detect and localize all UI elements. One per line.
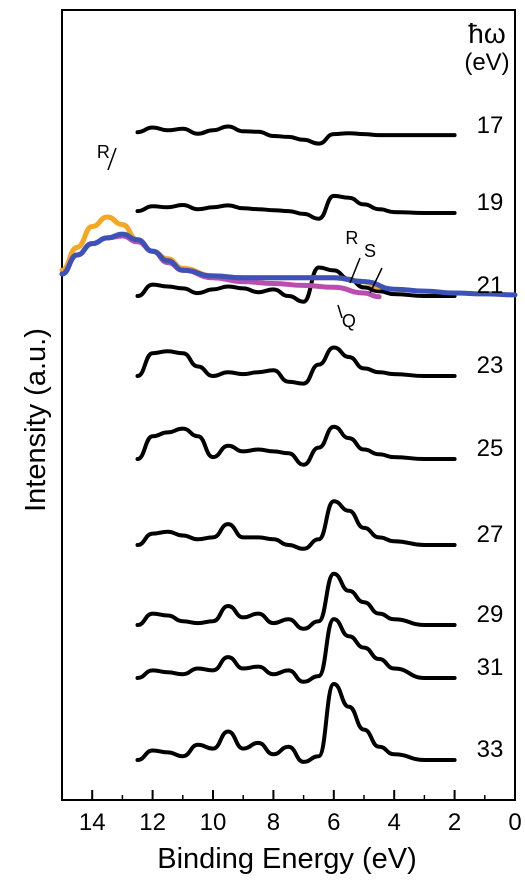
spectrum-line-29 [135,571,457,631]
spectrum-line-31 [135,617,457,684]
photon-energy-label: 17 [477,112,504,139]
annotation-S: S [364,241,376,261]
x-axis-label: Binding Energy (eV) [157,843,417,875]
spectrum-line-17 [135,124,457,146]
x-axis-ticks: 14 12 10 8 6 4 2 0 [61,790,522,836]
x-tick-label: 10 [200,809,227,836]
annotation-arrow [337,304,343,319]
photon-energy-label: 21 [477,272,504,299]
spectrum-line-23 [135,345,457,386]
photon-energy-label: 23 [477,352,504,379]
photon-energy-label: 29 [477,601,504,628]
spectrum-line-25 [135,424,457,467]
series-labels: 17 19 21 23 25 27 29 31 33 [477,112,504,763]
spectrum-line-27 [135,499,457,551]
x-tick-label: 6 [327,809,340,836]
spectrum-line-19 [135,193,457,221]
legend-title-hw: ħω [468,18,505,49]
photon-energy-label: 33 [477,736,504,763]
annotation-Q: Q [342,311,356,331]
x-tick-label: 8 [267,809,280,836]
legend-title-unit: (eV) [464,49,509,76]
y-axis-label: Intensity (a.u.) [20,328,52,512]
photon-energy-label: 19 [477,189,504,216]
x-tick-label: 2 [448,809,461,836]
x-tick-label: 0 [508,809,521,836]
annotation-arrow [369,267,383,294]
plot-frame [61,9,516,801]
x-tick-label: 4 [388,809,401,836]
photon-energy-label: 27 [477,521,504,548]
x-tick-label: 14 [79,809,106,836]
spectrum-line-21 [135,265,457,304]
photon-energy-label: 25 [477,435,504,462]
x-tick-label: 12 [139,809,166,836]
photon-energy-label: 31 [477,654,504,681]
plot-border [61,9,516,801]
annotation-arrow [349,257,361,284]
colored-spectrum-11 [59,231,518,298]
spectrum-line-33 [135,682,457,764]
annotation-R: R [97,142,110,162]
annotation-arrow [107,147,117,171]
series-lines [59,124,518,764]
annotation-R: R [345,228,358,248]
